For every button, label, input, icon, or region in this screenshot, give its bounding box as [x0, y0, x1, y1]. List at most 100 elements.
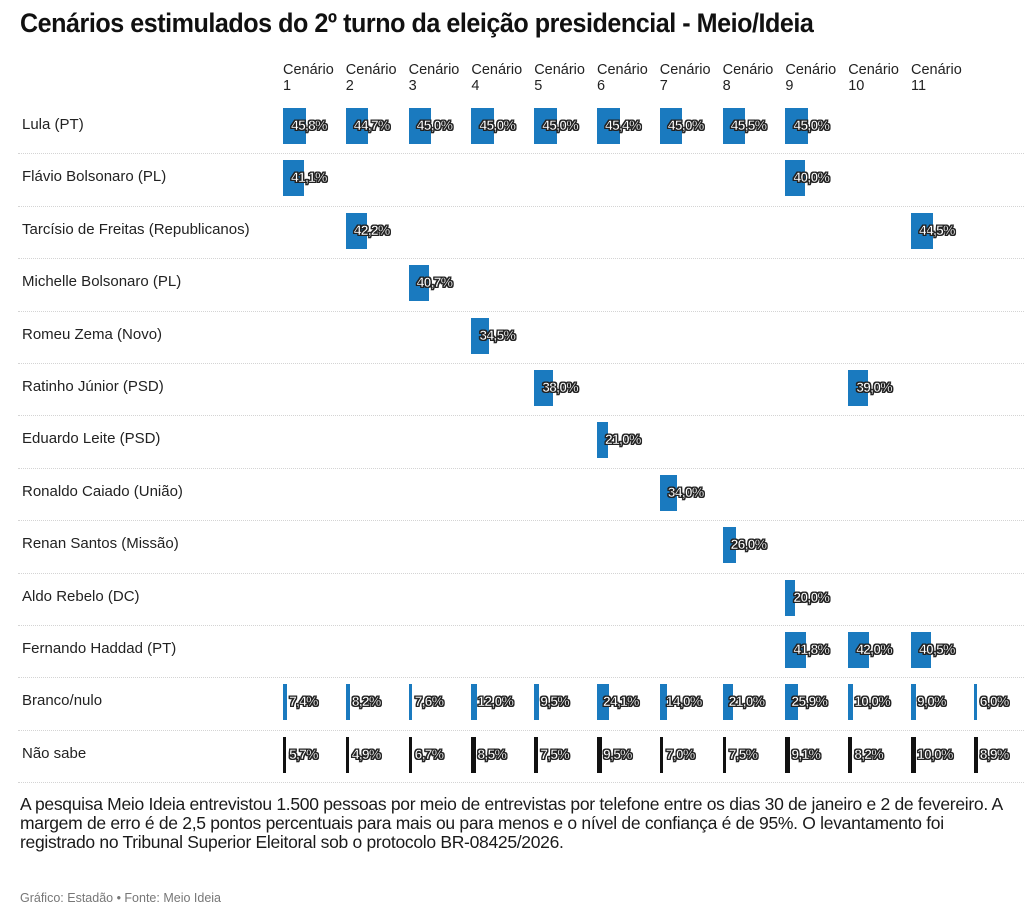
value-label: 45,8% — [291, 117, 328, 134]
value-label: 8,2% — [351, 693, 381, 710]
bar — [911, 736, 916, 773]
bar — [345, 684, 350, 721]
bar — [722, 108, 746, 144]
bar — [471, 317, 489, 354]
row-label: Branco/nulo — [22, 692, 103, 710]
bar — [471, 684, 478, 721]
value-label: 7,6% — [414, 693, 444, 710]
value-label: 42,2% — [353, 221, 390, 238]
value-label: 5,7% — [289, 745, 319, 762]
value-label: 8,5% — [477, 745, 507, 762]
bar — [408, 684, 413, 721]
column-header-5: Cenário 5 — [534, 62, 585, 94]
bar — [408, 265, 429, 302]
value-label: 21,0% — [728, 693, 765, 710]
value-label: 9,0% — [917, 693, 947, 710]
row-label: Tarcísio de Freitas (Republicanos) — [22, 220, 250, 238]
value-label: 7,5% — [540, 745, 570, 762]
bar — [471, 108, 494, 144]
row-label: Michelle Bolsonaro (PL) — [22, 273, 182, 291]
value-label: 25,9% — [791, 693, 828, 710]
row-label: Renan Santos (Missão) — [22, 535, 179, 553]
value-label: 45,0% — [416, 117, 453, 134]
row-divider — [18, 520, 1024, 522]
value-label: 9,1% — [791, 745, 821, 762]
column-header-10: Cenário 10 — [848, 62, 899, 94]
row-label: Ronaldo Caiado (União) — [22, 482, 183, 500]
bar — [659, 736, 664, 773]
bar — [534, 370, 554, 406]
column-header-7: Cenário 7 — [659, 62, 711, 94]
row-divider — [18, 729, 1024, 731]
bar — [848, 632, 870, 668]
row-divider — [18, 625, 1024, 626]
value-label: 7,4% — [289, 693, 319, 710]
value-label: 10,0% — [917, 745, 954, 762]
column-header-3: Cenário 3 — [408, 62, 460, 94]
bar — [911, 212, 934, 249]
bar — [785, 108, 808, 144]
row-label: Aldo Rebelo (DC) — [22, 587, 140, 605]
bar — [785, 632, 807, 668]
value-label: 7,5% — [728, 745, 758, 762]
bar — [659, 108, 683, 144]
value-label: 42,0% — [856, 641, 893, 658]
value-label: 6,7% — [414, 745, 444, 762]
value-label: 6,0% — [979, 693, 1009, 710]
bar — [911, 632, 932, 668]
row-label: Lula (PT) — [22, 116, 84, 133]
bar — [597, 684, 610, 721]
row-label: Romeu Zema (Novo) — [22, 325, 163, 343]
bar — [345, 108, 369, 144]
value-label: 40,0% — [793, 169, 830, 186]
bar — [722, 684, 734, 721]
value-label: 24,1% — [603, 693, 640, 710]
row-label: Flávio Bolsonaro (PL) — [22, 168, 167, 186]
row-divider — [18, 572, 1024, 574]
value-label: 45,0% — [479, 117, 516, 134]
value-label: 10,0% — [854, 693, 891, 710]
column-header-4: Cenário 4 — [471, 62, 523, 94]
column-header-6: Cenário 6 — [597, 62, 648, 94]
bar — [597, 736, 602, 773]
value-label: 44,5% — [919, 221, 956, 238]
column-header-2: Cenário 2 — [345, 62, 397, 94]
value-label: 45,0% — [542, 117, 579, 134]
bar — [911, 684, 916, 721]
value-label: 45,0% — [793, 117, 830, 134]
value-label: 8,9% — [979, 745, 1009, 762]
bar — [283, 108, 306, 144]
value-label: 38,0% — [542, 379, 579, 396]
bar — [534, 108, 557, 144]
bar — [345, 212, 367, 249]
column-header-9: Cenário 9 — [785, 62, 837, 94]
bar — [471, 736, 476, 773]
bar — [408, 108, 432, 144]
bar — [283, 684, 287, 721]
bar — [345, 736, 349, 773]
bar — [848, 684, 854, 721]
row-divider — [18, 310, 1024, 312]
value-label: 34,5% — [479, 326, 516, 343]
value-label: 14,0% — [665, 693, 702, 710]
bar — [785, 684, 799, 721]
bar — [785, 736, 790, 773]
row-divider — [18, 205, 1024, 207]
column-header-1: Cenário 1 — [283, 62, 334, 94]
column-header-11: Cenário 11 — [911, 62, 962, 94]
bar — [722, 527, 736, 564]
bar — [722, 736, 727, 773]
row-label: Fernando Haddad (PT) — [22, 640, 177, 657]
value-label: 40,5% — [919, 641, 956, 658]
bar — [597, 422, 608, 459]
row-divider — [18, 415, 1024, 417]
row-divider — [18, 363, 1024, 364]
row-divider — [18, 677, 1024, 679]
methodology-note: A pesquisa Meio Ideia entrevistou 1.500 … — [20, 794, 1002, 852]
bar — [534, 684, 539, 721]
bar — [785, 579, 796, 616]
value-label: 40,7% — [416, 274, 453, 291]
row-divider — [18, 153, 1024, 155]
bar — [848, 370, 868, 406]
value-label: 12,0% — [477, 693, 514, 710]
